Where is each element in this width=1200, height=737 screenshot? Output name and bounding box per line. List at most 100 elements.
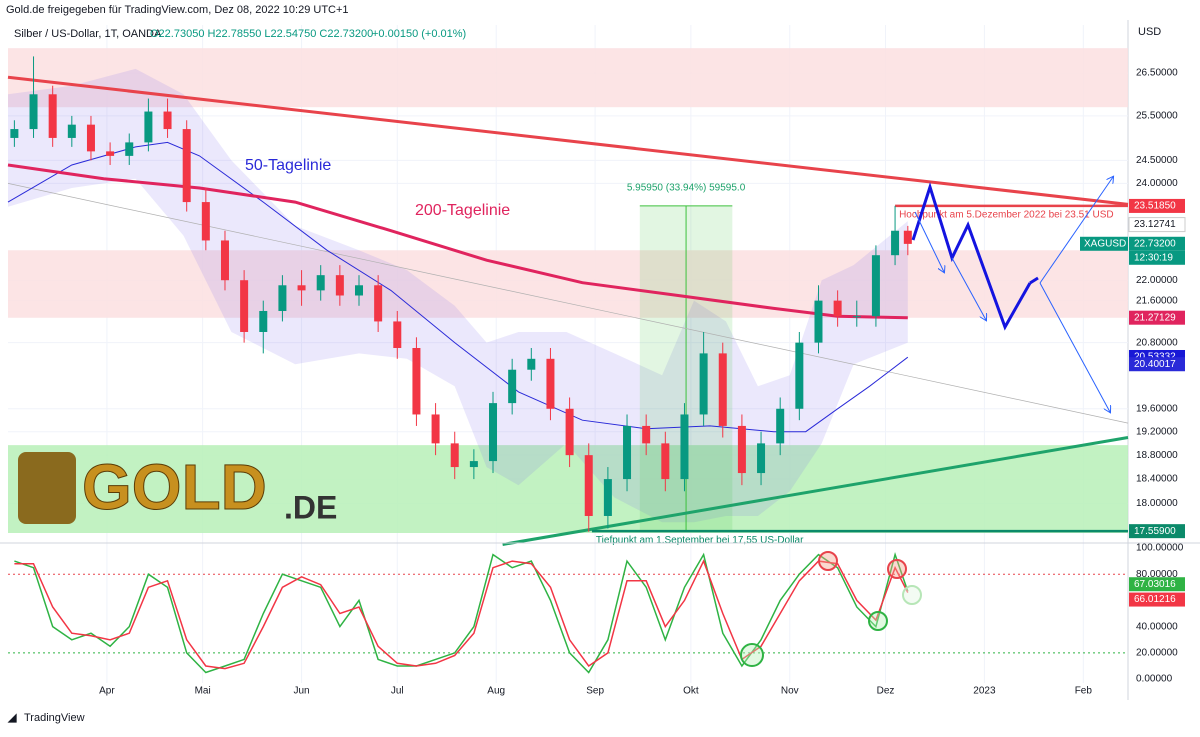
- level-label: Tiefpunkt am 1.September bei 17,55 US-Do…: [596, 535, 804, 546]
- candle-body: [86, 124, 95, 152]
- footer: TradingView: [24, 712, 85, 724]
- y-tick-label: 20.80000: [1136, 337, 1178, 348]
- projection-arrow: [951, 257, 986, 320]
- candle-body: [67, 124, 76, 138]
- candle-body: [182, 129, 191, 203]
- price-badge-label: 20.40017: [1134, 359, 1176, 370]
- x-tick-label: Jun: [293, 686, 309, 697]
- y-tick-label: 80.00000: [1136, 569, 1178, 580]
- x-tick-label: Aug: [487, 686, 505, 697]
- candle-body: [489, 403, 498, 462]
- candle-body: [29, 94, 38, 130]
- x-tick-label: Mai: [195, 686, 211, 697]
- oscillator-line: [14, 552, 909, 674]
- x-tick-label: Apr: [99, 686, 115, 697]
- price-badge-label: 23.12741: [1134, 219, 1176, 230]
- measure-label: 5.95950 (33.94%) 59595.0: [627, 183, 746, 194]
- candle-body: [163, 111, 172, 130]
- value-badge: [1129, 592, 1185, 607]
- candle-body: [240, 280, 249, 332]
- projection-arrow: [1039, 282, 1110, 412]
- projection-arrow: [1039, 177, 1113, 284]
- candle-body: [10, 129, 19, 138]
- logo-text: GOLD: [82, 451, 267, 523]
- candle-body: [776, 408, 785, 444]
- trendline: [7, 75, 1129, 206]
- projection-arrow: [914, 211, 944, 272]
- y-tick-label: 24.50000: [1136, 155, 1178, 166]
- y-tick-label: 100.00000: [1136, 543, 1184, 554]
- candle-body: [871, 255, 880, 317]
- y-tick-label: 18.80000: [1136, 450, 1178, 461]
- symbol-tag: XAGUSD: [1084, 238, 1126, 249]
- price-badge: [1128, 217, 1186, 233]
- projection-path: [911, 182, 1032, 331]
- moving-average: [7, 163, 908, 320]
- price-badge: [1129, 524, 1185, 539]
- marker-circle: [887, 559, 907, 579]
- candle-body: [699, 353, 708, 415]
- candle-body: [335, 275, 344, 296]
- value-badge: [1129, 577, 1185, 592]
- marker-circle: [740, 643, 764, 667]
- y-tick-label: 25.50000: [1136, 111, 1178, 122]
- price-badge: [1129, 310, 1185, 325]
- y-tick-label: 19.20000: [1136, 426, 1178, 437]
- ma50-label: 50-Tagelinie: [245, 157, 331, 174]
- x-tick-label: Dez: [877, 686, 895, 697]
- price-badge: [1129, 236, 1185, 251]
- y-tick-label: 24.00000: [1136, 178, 1178, 189]
- candle-body: [757, 443, 766, 474]
- logo-icon: [18, 452, 76, 524]
- ma200-label: 200-Tagelinie: [415, 202, 510, 219]
- x-tick-label: Nov: [781, 686, 799, 697]
- candle-body: [374, 285, 383, 322]
- candle-body: [527, 358, 536, 370]
- candle-body: [469, 461, 478, 468]
- candle-body: [718, 353, 727, 426]
- candle-body: [450, 443, 459, 468]
- trendline: [7, 183, 1129, 424]
- moving-average: [7, 141, 909, 433]
- candle-body: [316, 275, 325, 291]
- candle-body: [508, 369, 517, 404]
- y-tick-label: 18.00000: [1136, 498, 1178, 509]
- projection: [911, 177, 1113, 412]
- marker-circle: [902, 585, 922, 605]
- x-tick-label: Sep: [586, 686, 604, 697]
- x-tick-label: Jul: [391, 686, 404, 697]
- ohlc: O22.73050 H22.78550 L22.54750 C22.73200: [150, 28, 373, 40]
- y-tick-label: 40.00000: [1136, 621, 1178, 632]
- x-tick-label: Feb: [1075, 686, 1093, 697]
- zone: [8, 445, 1128, 533]
- level-label: Hochpunkt am 5.Dezember 2022 bei 23.51 U…: [899, 210, 1114, 221]
- price-badge-label: 20.53332: [1134, 352, 1176, 363]
- bollinger-band: [8, 68, 908, 523]
- x-tick-label: 2023: [973, 686, 996, 697]
- logo-suffix: .DE: [284, 489, 337, 525]
- candle-body: [852, 316, 861, 318]
- price-badge-label: 17.55900: [1134, 526, 1176, 537]
- y-tick-label: 26.50000: [1136, 68, 1178, 79]
- candle-body: [833, 300, 842, 317]
- trendline: [502, 436, 1129, 546]
- candle-body: [259, 310, 268, 332]
- candle-body: [623, 425, 632, 480]
- candle-body: [565, 408, 574, 456]
- symbol: Silber / US-Dollar, 1T, OANDA: [14, 28, 162, 40]
- candle-body: [220, 240, 229, 281]
- candle-body: [603, 479, 612, 516]
- y-tick-label: 0.00000: [1136, 674, 1173, 685]
- value-badge-label: 66.01216: [1134, 594, 1176, 605]
- candle-body: [354, 285, 363, 296]
- candle-body: [737, 425, 746, 474]
- candle-body: [278, 285, 287, 311]
- y-tick-label: 21.60000: [1136, 295, 1178, 306]
- candle-body: [431, 414, 440, 444]
- y-tick-label: 22.00000: [1136, 275, 1178, 286]
- x-tick-label: Okt: [683, 686, 699, 697]
- change: +0.00150 (+0.01%): [372, 28, 466, 40]
- candle-body: [795, 342, 804, 409]
- candle-body: [584, 455, 593, 516]
